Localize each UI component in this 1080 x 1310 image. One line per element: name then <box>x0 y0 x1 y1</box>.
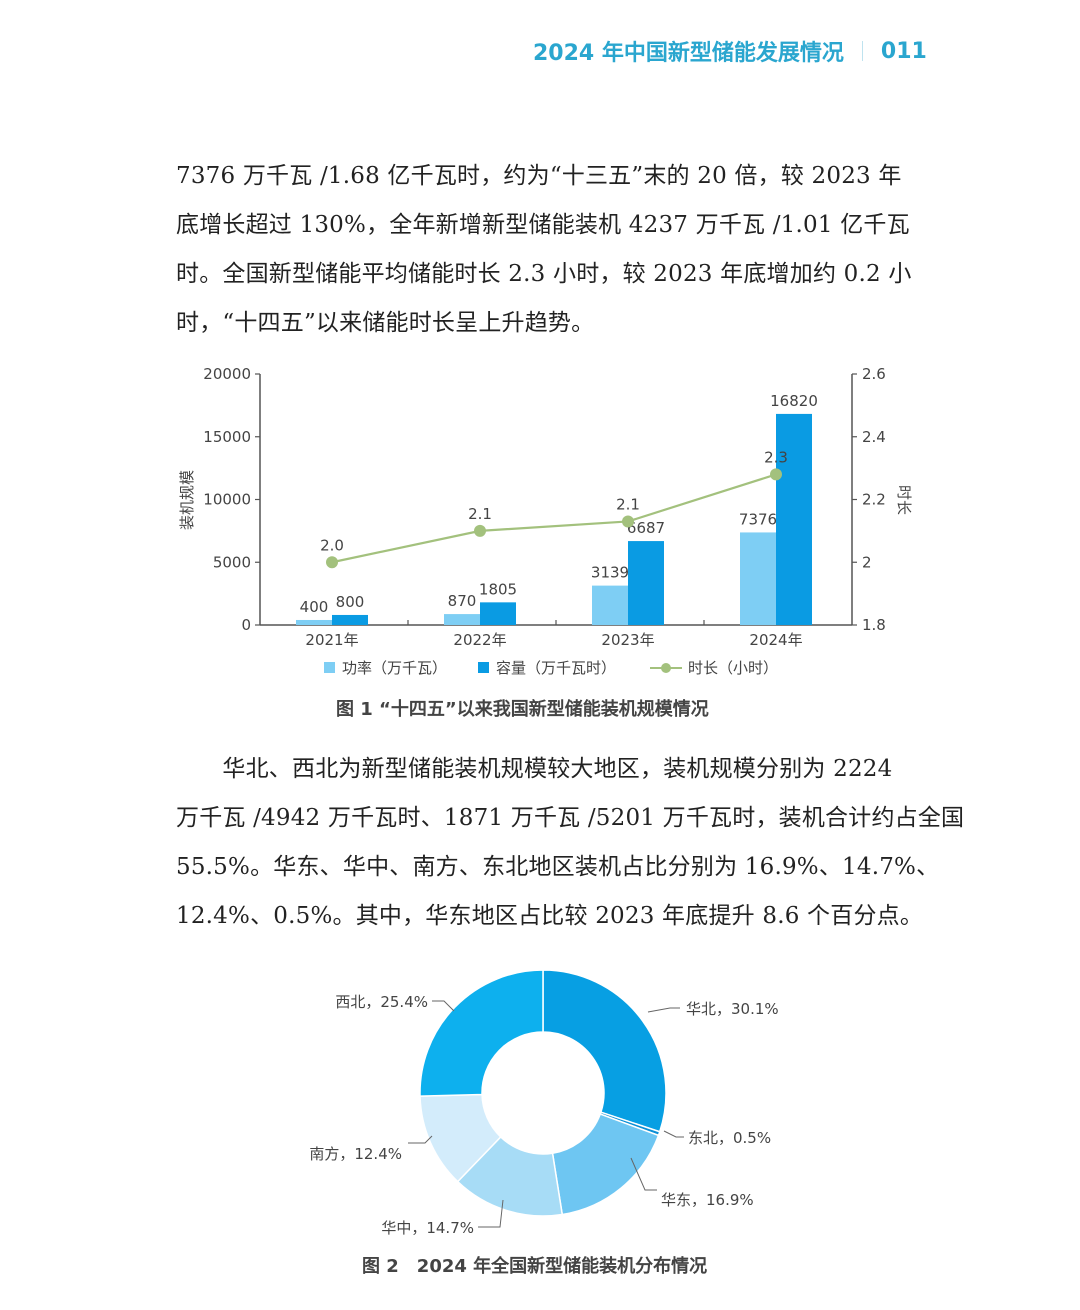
donut-slice-label: 东北，0.5% <box>688 1129 771 1147</box>
header-divider <box>861 41 863 61</box>
bar <box>296 619 332 625</box>
bar-value-label: 400 <box>300 598 329 616</box>
figure-2-caption: 图 2 2024 年全国新型储能装机分布情况 <box>362 1256 708 1277</box>
paragraph-line: 万千瓦 /4942 万千瓦时、1871 万千瓦 /5201 万千瓦时，装机合计约… <box>176 805 965 831</box>
paragraph-line: 底增长超过 130%，全年新增新型储能装机 4237 万千瓦 /1.01 亿千瓦 <box>176 212 910 238</box>
donut-slice-label: 华东，16.9% <box>661 1191 754 1209</box>
leader-line <box>432 1000 455 1012</box>
donut-slice <box>551 1113 660 1216</box>
left-tick-label: 20000 <box>203 365 251 383</box>
header-title: 2024 年中国新型储能发展情况 <box>533 41 844 66</box>
bar <box>776 413 812 625</box>
donut-slice <box>542 969 667 1133</box>
bar-series: 400 870 3139 7376 800 1805 6687 16820 <box>296 392 818 625</box>
left-tick-label: 5000 <box>213 553 251 571</box>
donut-labels: 华北，30.1% 东北，0.5% 华东，16.9% 华中，14.7% 南方，12.4% 西… <box>309 993 778 1237</box>
paragraph-line: 12.4%、0.5%。其中，华东地区占比较 2023 年底提升 8.6 个百分点… <box>176 903 924 929</box>
left-tick-label: 0 <box>241 616 251 634</box>
left-tick-label: 10000 <box>203 491 251 509</box>
line-value-label: 2.1 <box>616 495 640 513</box>
figure-1-caption: 图 1 “十四五”以来我国新型储能装机规模情况 <box>336 699 709 720</box>
duration-line <box>331 473 777 564</box>
line-point <box>622 515 634 528</box>
right-tick-label: 2.6 <box>862 365 886 383</box>
leader-line <box>478 1199 504 1228</box>
legend-label: 容量（万千瓦时） <box>496 659 616 677</box>
leader-line <box>408 1135 433 1144</box>
bar <box>444 614 480 625</box>
bar <box>628 541 664 625</box>
donut-slice-label: 华北，30.1% <box>686 1000 779 1018</box>
x-tick-label: 2022年 <box>453 631 506 649</box>
legend-swatch-power <box>324 662 335 673</box>
right-tick-label: 2.2 <box>862 491 886 509</box>
figure-2-donut-chart: 华北，30.1% 东北，0.5% 华东，16.9% 华中，14.7% 南方，12.4% 西… <box>309 969 779 1237</box>
x-tick-label: 2021年 <box>305 631 358 649</box>
x-tick-label: 2024年 <box>749 631 802 649</box>
line-series: 2.0 2.1 2.1 2.3 <box>320 448 788 569</box>
bar-value-label: 1805 <box>479 580 517 598</box>
page-number: 011 <box>880 38 927 64</box>
donut-slice-label: 南方，12.4% <box>309 1145 402 1163</box>
line-point <box>474 524 486 537</box>
bar-value-label: 6687 <box>627 519 665 537</box>
bar-value-label: 16820 <box>770 392 818 410</box>
legend-marker <box>661 663 671 673</box>
left-tick-label: 15000 <box>203 428 251 446</box>
left-axis-label: 装机规模 <box>178 470 196 530</box>
paragraph-line: 华北、西北为新型储能装机规模较大地区，装机规模分别为 2224 <box>176 756 893 782</box>
bar-value-label: 7376 <box>739 510 777 528</box>
paragraph-line: 时。全国新型储能平均储能时长 2.3 小时，较 2023 年底增加约 0.2 小 <box>176 261 912 287</box>
bar <box>740 532 776 625</box>
legend-label: 功率（万千瓦） <box>342 659 447 677</box>
donut-slices <box>419 969 667 1217</box>
x-tick-label: 2023年 <box>601 631 654 649</box>
bar-value-label: 3139 <box>591 564 629 582</box>
bar-value-label: 870 <box>448 592 477 610</box>
paragraph-2: 华北、西北为新型储能装机规模较大地区，装机规模分别为 2224 万千瓦 /494… <box>176 745 965 941</box>
bar <box>480 602 516 625</box>
leader-line <box>630 1157 657 1191</box>
left-axis-ticks: 0 5000 10000 15000 20000 <box>203 365 260 634</box>
leader-line <box>647 1007 680 1013</box>
page-header: 2024 年中国新型储能发展情况 011 <box>533 34 927 68</box>
chart-legend: 功率（万千瓦） 容量（万千瓦时） 时长（小时） <box>324 659 778 677</box>
right-axis-label: 时长 <box>895 485 913 515</box>
legend-label: 时长（小时） <box>688 659 778 677</box>
paragraph-line: 时，“十四五”以来储能时长呈上升趋势。 <box>176 310 595 336</box>
paragraph-line: 55.5%。华东、华中、南方、东北地区装机占比分别为 16.9%、14.7%、 <box>176 854 940 880</box>
donut-slice-label: 华中，14.7% <box>381 1219 474 1237</box>
paragraph-1: 7376 万千瓦 /1.68 亿千瓦时，约为“十三五”末的 20 倍，较 202… <box>176 152 921 348</box>
line-value-label: 2.0 <box>320 536 344 554</box>
line-value-label: 2.3 <box>764 448 788 466</box>
paragraph-line: 7376 万千瓦 /1.68 亿千瓦时，约为“十三五”末的 20 倍，较 202… <box>176 163 902 189</box>
leader-line <box>663 1130 684 1138</box>
right-axis-ticks: 1.8 2 2.2 2.4 2.6 <box>852 365 886 634</box>
bar <box>592 585 628 625</box>
figure-1-chart: 0 5000 10000 15000 20000 1.8 2 2.2 2.4 2.6 2021年… <box>178 365 913 677</box>
legend-swatch-capacity <box>478 662 489 673</box>
line-point <box>770 468 782 481</box>
x-axis-ticks: 2021年 2022年 2023年 2024年 <box>305 620 803 649</box>
right-tick-label: 2.4 <box>862 428 886 446</box>
donut-slice-label: 西北，25.4% <box>335 993 428 1011</box>
bar <box>332 614 368 625</box>
bar-value-label: 800 <box>336 593 365 611</box>
right-tick-label: 2 <box>862 553 872 571</box>
line-point <box>326 556 338 569</box>
line-value-label: 2.1 <box>468 505 492 523</box>
donut-slice <box>419 969 544 1097</box>
right-tick-label: 1.8 <box>862 616 886 634</box>
